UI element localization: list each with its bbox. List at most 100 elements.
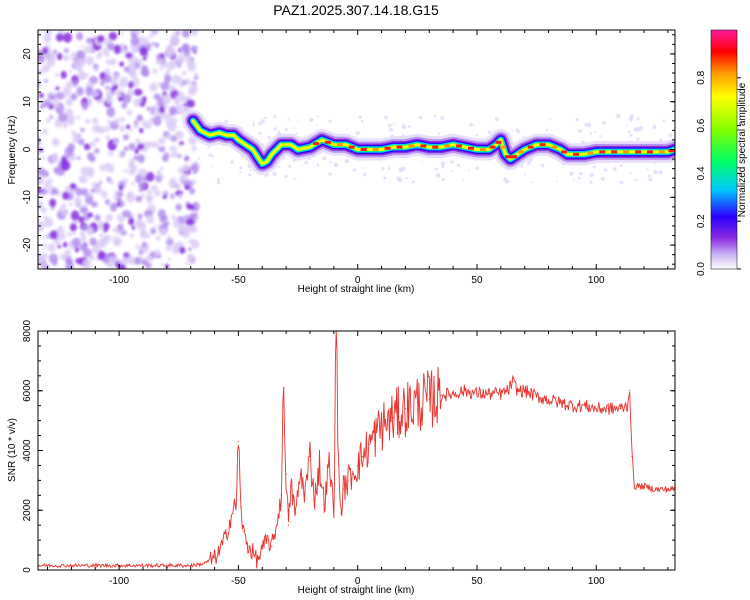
ridge-peak — [504, 155, 511, 159]
noise-blob — [49, 230, 59, 240]
noise-blob — [113, 140, 117, 145]
noise-blob — [91, 201, 98, 208]
noise-speck — [633, 179, 636, 182]
noise-blob — [146, 215, 155, 224]
noise-speck — [435, 173, 441, 178]
noise-blob — [105, 125, 111, 132]
snr-point — [342, 488, 344, 490]
noise-blob — [151, 30, 157, 33]
noise-blob — [92, 124, 101, 133]
noise-blob — [134, 120, 138, 125]
noise-blob — [108, 255, 117, 264]
ridge-peak — [635, 150, 642, 154]
noise-blob — [89, 141, 96, 148]
noise-speck — [433, 114, 437, 118]
snr-point — [256, 560, 259, 562]
noise-speck — [393, 122, 396, 125]
colorbar-gradient — [710, 29, 738, 270]
noise-blob — [117, 191, 124, 197]
noise-blob — [80, 127, 85, 133]
noise-blob — [121, 102, 128, 109]
noise-blob — [109, 202, 118, 212]
noise-blob — [45, 118, 51, 123]
noise-speck — [260, 119, 265, 124]
noise-blob — [57, 244, 62, 249]
noise-blob — [157, 137, 166, 145]
noise-speck — [258, 131, 262, 135]
colorbar-tick-label: 0.8 — [696, 70, 707, 84]
snr-point — [607, 408, 609, 410]
noise-speck — [516, 129, 521, 134]
noise-speck — [572, 179, 575, 181]
noise-blob — [105, 135, 110, 141]
noise-blob — [43, 34, 52, 43]
noise-blob — [166, 235, 172, 241]
noise-blob — [166, 71, 170, 76]
noise-blob — [38, 148, 44, 153]
noise-blob — [187, 247, 192, 252]
noise-speck — [440, 115, 445, 120]
noise-blob — [134, 256, 141, 266]
noise-blob — [42, 263, 46, 269]
snr-point — [357, 464, 359, 467]
snr-point — [261, 548, 263, 550]
ridge-peak — [420, 144, 427, 148]
snr-point — [314, 497, 316, 499]
noise-speck — [584, 122, 589, 127]
noise-blob — [137, 143, 145, 150]
ridge-peak — [360, 148, 367, 151]
noise-speck — [387, 123, 392, 128]
noise-blob — [138, 250, 144, 256]
noise-blob — [75, 32, 84, 41]
noise-blob — [94, 148, 100, 154]
snr-point — [516, 390, 519, 392]
noise-speck — [530, 181, 534, 184]
noise-blob — [72, 237, 81, 248]
noise-blob — [134, 219, 144, 228]
spectrogram-ytick-label: -10 — [22, 190, 33, 205]
noise-blob — [87, 212, 94, 218]
noise-blob — [41, 156, 46, 160]
snr-point — [202, 563, 204, 565]
ridge-peak — [396, 145, 403, 149]
noise-speck — [411, 180, 416, 184]
snr-point — [333, 506, 335, 508]
ridge-peak — [646, 150, 653, 154]
noise-speck — [197, 157, 201, 160]
noise-speck — [211, 155, 215, 158]
noise-speck — [440, 161, 446, 166]
noise-blob — [118, 184, 124, 191]
noise-speck — [471, 124, 474, 127]
noise-blob — [80, 188, 89, 196]
noise-blob — [75, 115, 81, 120]
noise-blob — [171, 214, 176, 221]
noise-speck — [577, 176, 581, 180]
noise-blob — [179, 141, 185, 146]
snr-point — [299, 473, 302, 475]
noise-blob — [55, 86, 60, 91]
noise-speck — [252, 123, 256, 127]
snr-point — [166, 564, 168, 567]
noise-blob — [78, 216, 85, 223]
noise-blob — [164, 263, 170, 269]
noise-blob — [41, 247, 46, 251]
noise-blob — [50, 155, 60, 163]
noise-speck — [450, 160, 454, 164]
noise-blob — [54, 72, 59, 78]
noise-blob — [60, 160, 71, 171]
noise-blob — [131, 225, 136, 230]
noise-blob — [145, 196, 153, 204]
snr-point — [643, 485, 645, 487]
noise-speck — [603, 121, 606, 124]
noise-speck — [579, 171, 583, 176]
noise-blob — [137, 154, 145, 164]
colorbar-ticks: 0.0 0.2 0.4 0.6 0.8 — [696, 70, 741, 276]
noise-blob — [81, 102, 89, 111]
noise-blob — [155, 235, 161, 241]
spectrogram-ytick-label: 0 — [22, 146, 33, 152]
noise-blob — [99, 232, 104, 238]
noise-blob — [69, 183, 77, 190]
noise-speck — [625, 124, 629, 127]
noise-blob — [107, 150, 114, 157]
